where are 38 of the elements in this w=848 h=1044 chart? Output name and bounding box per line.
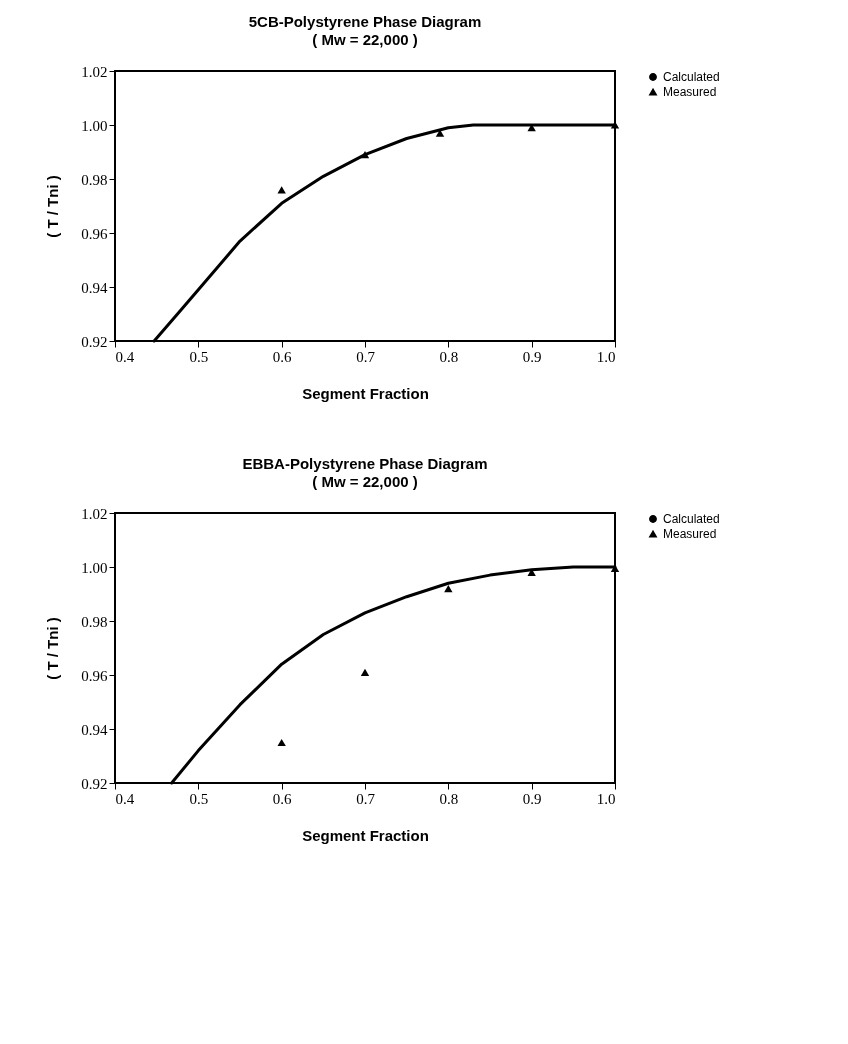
- y-tick-label: 1.02: [81, 63, 108, 80]
- y-tick-label: 0.92: [81, 775, 108, 792]
- legend-label: Calculated: [663, 70, 720, 84]
- x-tick-label: 0.8: [439, 348, 459, 365]
- y-tick-label: 0.94: [81, 279, 108, 296]
- x-tick-label: 0.5: [189, 790, 209, 807]
- y-axis-title: ( T / Tni ): [44, 175, 62, 238]
- y-axis-title: ( T / Tni ): [44, 617, 62, 680]
- x-tick-label: 0.7: [356, 348, 376, 365]
- y-tick-label: 0.98: [81, 171, 108, 188]
- x-axis-title: Segment Fraction: [302, 384, 429, 402]
- x-tick-label: 0.7: [356, 790, 376, 807]
- y-tick-label: 1.00: [81, 117, 108, 134]
- y-tick-label: 0.92: [81, 333, 108, 350]
- x-tick-label: 0.5: [189, 348, 209, 365]
- chart-title: 5CB-Polystyrene Phase Diagram: [248, 13, 482, 30]
- x-tick-label: 0.9: [522, 790, 542, 807]
- y-tick-label: 1.00: [81, 559, 108, 576]
- y-tick-label: 1.02: [81, 505, 108, 522]
- legend-label: Measured: [663, 85, 717, 99]
- x-tick-label: 0.9: [522, 348, 542, 365]
- legend-label: Calculated: [663, 512, 720, 526]
- chart-subtitle: ( Mw = 22,000 ): [312, 473, 418, 490]
- x-tick-label: 0.8: [439, 790, 459, 807]
- legend-label: Measured: [663, 527, 717, 541]
- y-tick-label: 0.98: [81, 613, 108, 630]
- x-tick-label: 0.6: [272, 348, 293, 365]
- x-tick-label: 1.0: [596, 348, 616, 365]
- chart-title: EBBA-Polystyrene Phase Diagram: [242, 455, 488, 472]
- x-tick-label: 0.6: [272, 790, 293, 807]
- x-tick-label: 1.0: [596, 790, 616, 807]
- x-tick-label: 0.4: [115, 790, 135, 807]
- x-axis-title: Segment Fraction: [302, 826, 429, 844]
- y-tick-label: 0.94: [81, 721, 108, 738]
- y-tick-label: 0.96: [81, 225, 108, 242]
- chart-subtitle: ( Mw = 22,000 ): [312, 31, 418, 48]
- x-tick-label: 0.4: [115, 348, 135, 365]
- y-tick-label: 0.96: [81, 667, 108, 684]
